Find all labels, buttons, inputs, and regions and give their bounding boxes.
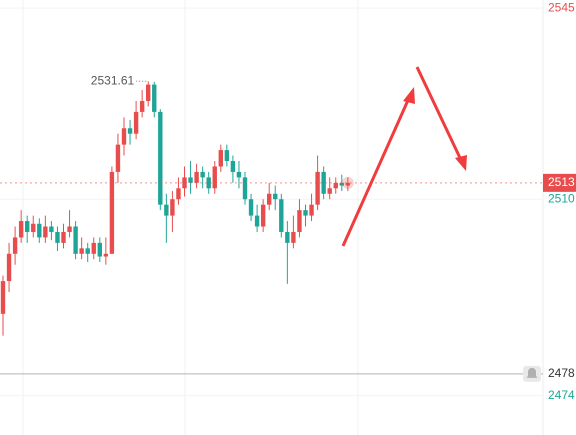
arrow-up [341,97,411,247]
current-badge [543,173,576,192]
current-glow [341,176,354,189]
candle-body [61,231,66,243]
y-tick-label: 2474 [548,388,575,402]
candle-body [43,226,48,238]
candle-body [297,210,302,232]
candle-body [188,177,193,183]
candle-body [267,193,272,205]
candle-body [345,182,351,186]
candle-body [91,242,96,254]
candle-body [139,100,145,112]
candle-body [309,204,314,216]
candle-body [37,223,42,238]
candle-body [115,144,121,172]
candle-body [55,231,60,243]
candle-body [0,281,6,314]
candle-body [6,253,12,282]
candle-body [18,221,24,238]
candle-body [31,223,36,232]
candle-body [158,111,163,205]
high-label: 2531.61 [91,73,135,87]
candle-body [12,237,18,254]
candle-body [321,171,326,194]
arrow-head [403,87,415,104]
candle-body [327,188,332,194]
candle-body [279,199,284,232]
candle-body [291,231,296,243]
candle-body [146,84,151,101]
candle-body [218,150,223,167]
candle-body [273,193,278,200]
candle-body [133,111,139,134]
alert-label: 2478 [548,366,575,380]
candle-body [127,128,133,134]
bell-icon [526,367,538,378]
candle-body [224,150,230,162]
current-price-label: 2513 [548,175,575,189]
candle-body [182,177,187,189]
candle-body [164,204,169,216]
candle-body [315,171,320,205]
candle-body [242,177,248,200]
candle-body [248,199,254,216]
arrow-down [415,66,463,161]
candle-body [73,226,78,254]
candle-body [152,84,157,112]
candle-body [67,226,72,232]
candle-body [285,231,290,243]
y-tick-label: 2510 [548,191,575,205]
candle-body [170,199,175,216]
candle-body [333,182,338,189]
candle-body [254,215,260,227]
candle-body [97,242,102,257]
candle-body [339,182,344,186]
candle-body [212,166,217,189]
candle-body [206,177,211,189]
candle-body [121,128,127,145]
candle-body [303,210,308,216]
y-tick-label: 2545 [548,0,575,14]
candle-body [200,171,205,178]
candle-body [25,221,30,232]
candle-body [176,188,181,200]
candle-body [85,248,90,254]
candle-body [230,161,236,172]
candle-body [49,226,54,232]
candle-body [260,204,266,227]
candle-body [79,248,84,254]
candle-body [109,171,115,254]
arrow-head [455,155,467,171]
candle-body [194,171,199,183]
arrows [341,66,467,247]
candle-body [103,253,109,257]
candle-body [236,171,242,178]
